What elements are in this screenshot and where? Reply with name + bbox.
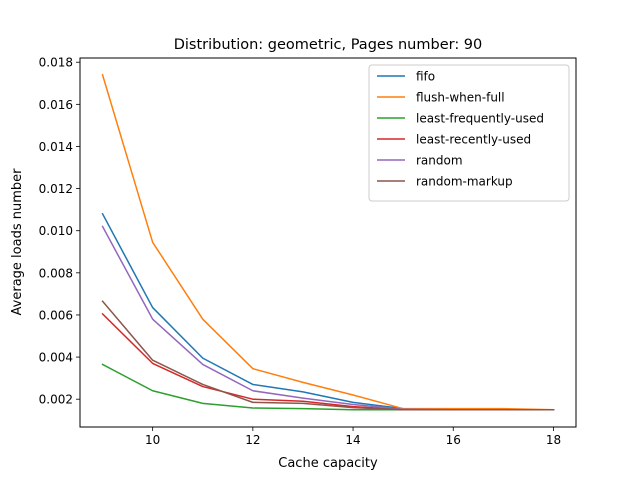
x-tick-label: 16 [446,433,461,447]
legend-label-flush-when-full: flush-when-full [416,91,505,105]
y-tick-label: 0.006 [39,308,73,322]
legend-label-least-frequently-used: least-frequently-used [416,112,544,126]
x-axis-label: Cache capacity [278,456,378,471]
legend-label-random-markup: random-markup [416,175,513,189]
y-tick-label: 0.008 [39,266,73,280]
x-tick-label: 14 [345,433,360,447]
x-axis-ticks: 10 12 14 16 18 [145,427,561,447]
legend-label-least-recently-used: least-recently-used [416,133,531,147]
chart-title: Distribution: geometric, Pages number: 9… [174,37,483,53]
series-line-random-markup [101,300,555,411]
series-line-flush-when-full [101,73,555,411]
x-tick-label: 10 [145,433,160,447]
y-tick-label: 0.014 [39,140,73,154]
legend-label-fifo: fifo [416,70,435,84]
plot-frame [79,57,577,428]
y-tick-label: 0.018 [39,56,73,70]
y-axis-label: Average loads number [10,168,25,316]
x-tick-label: 12 [245,433,260,447]
y-tick-label: 0.012 [39,182,73,196]
plot-lines [101,73,555,411]
x-tick-label: 18 [546,433,561,447]
y-tick-label: 0.002 [39,393,73,407]
y-tick-label: 0.010 [39,224,73,238]
y-tick-label: 0.004 [39,351,73,365]
legend-label-random: random [416,154,463,168]
legend-box [368,64,570,202]
y-tick-label: 0.016 [39,98,73,112]
legend: fifo flush-when-full least-frequently-used… [368,64,570,202]
y-axis-ticks: 0.002 0.004 0.006 0.008 0.010 0.012 0.014 0.016… [39,56,80,407]
